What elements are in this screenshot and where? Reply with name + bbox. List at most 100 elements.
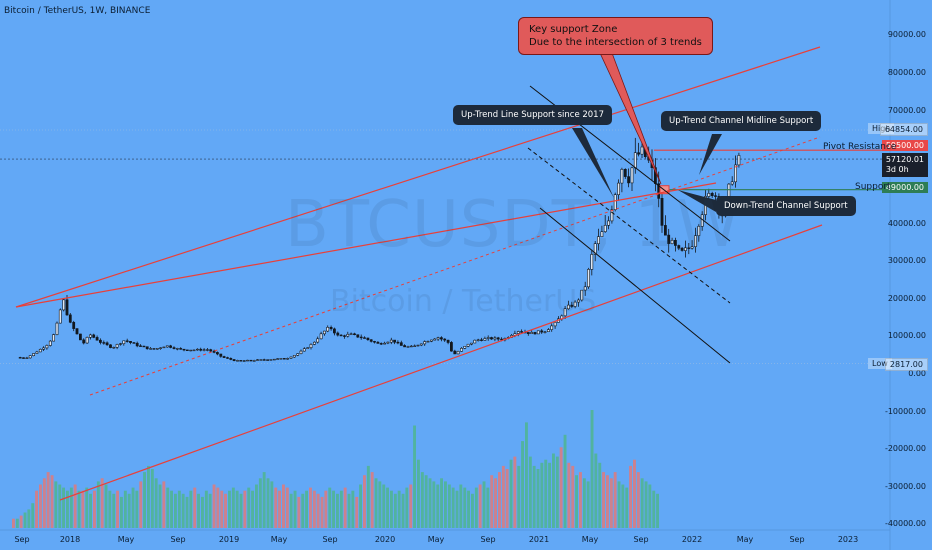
candle — [302, 348, 306, 352]
volume-bar — [339, 490, 343, 528]
volume-bar — [644, 481, 648, 528]
candle — [419, 343, 423, 346]
x-tick-label: May — [270, 535, 288, 544]
volume-bar — [536, 469, 540, 528]
volume-bar — [405, 487, 409, 528]
candle — [476, 339, 480, 341]
volume-bar — [432, 481, 436, 528]
y-tick-label: -30000.00 — [884, 481, 926, 491]
volume-bar — [401, 493, 405, 528]
candle — [386, 341, 390, 344]
candle — [563, 308, 567, 317]
candle — [356, 334, 360, 338]
volume-bar — [459, 484, 463, 528]
candle — [637, 152, 641, 155]
volume-bar — [212, 484, 216, 528]
candle — [526, 332, 530, 334]
candle — [680, 247, 684, 251]
candle — [58, 309, 62, 324]
candle — [486, 337, 490, 339]
candle — [45, 345, 49, 349]
volume-bar — [143, 472, 146, 528]
volume-series — [12, 410, 659, 528]
volume-bar — [116, 490, 119, 528]
candle — [346, 333, 350, 337]
candle — [566, 304, 570, 310]
high-label: High — [868, 123, 895, 134]
candle — [633, 152, 637, 169]
x-tick-label: May — [581, 535, 599, 544]
volume-bar — [174, 493, 177, 528]
y-tick-label: 10000.00 — [887, 331, 926, 341]
volume-bar — [532, 465, 536, 528]
x-tick-label: 2018 — [59, 535, 81, 544]
candle — [212, 350, 216, 353]
candle — [272, 358, 276, 361]
volume-bar — [150, 469, 154, 528]
channel-midline-callout[interactable]: Up-Trend Channel Midline Support — [661, 111, 822, 131]
key-support-zone-callout[interactable]: Key support Zone Due to the intersection… — [518, 17, 713, 55]
candle — [75, 328, 79, 335]
candle — [734, 164, 738, 183]
volume-bar — [571, 465, 575, 528]
volume-bar — [328, 487, 332, 528]
candle — [593, 243, 597, 255]
volume-bar — [513, 456, 517, 528]
candle — [694, 235, 697, 247]
pivot-resistance-label: Pivot Resistance — [823, 142, 897, 152]
candle — [112, 346, 116, 349]
y-tick-label: 30000.00 — [887, 256, 926, 266]
candle — [640, 146, 644, 155]
downtrend-callout[interactable]: Down-Trend Channel Support — [716, 196, 856, 216]
candle — [620, 169, 624, 184]
candle — [226, 357, 229, 359]
candle — [623, 169, 627, 177]
candle — [165, 345, 169, 348]
candle — [292, 354, 296, 358]
volume-bar — [633, 459, 636, 528]
volume-bar — [582, 478, 586, 528]
volume-bar — [474, 487, 478, 528]
volume-bar — [309, 487, 312, 528]
volume-bar — [147, 465, 150, 528]
candle — [603, 225, 607, 233]
volume-bar — [332, 490, 335, 528]
volume-bar — [440, 478, 443, 528]
candle — [663, 225, 667, 236]
volume-bar — [108, 490, 112, 528]
candle — [229, 357, 233, 360]
x-tick-label: 2022 — [681, 535, 703, 544]
candle — [249, 359, 253, 362]
volume-bar — [648, 484, 652, 528]
candle — [677, 245, 681, 249]
volume-bar — [197, 493, 200, 528]
volume-bar — [100, 478, 104, 528]
candle — [206, 349, 209, 351]
candle — [25, 357, 29, 359]
candle — [149, 348, 153, 350]
candle — [490, 337, 493, 340]
volume-bar — [525, 422, 528, 528]
candle — [707, 193, 711, 197]
volume-bar — [567, 462, 571, 528]
volume-bar — [517, 465, 521, 528]
candle — [189, 349, 193, 352]
candle — [38, 348, 42, 353]
volume-bar — [386, 487, 389, 528]
volume-bar — [270, 481, 274, 528]
candle — [690, 246, 694, 249]
y-tick-label: 40000.00 — [887, 218, 926, 228]
volume-bar — [598, 462, 602, 528]
volume-bar — [652, 490, 656, 528]
volume-bar — [23, 512, 27, 528]
candle — [92, 334, 96, 338]
candle — [269, 359, 273, 361]
uptrend-line-callout[interactable]: Up-Trend Line Support since 2017 — [453, 105, 613, 125]
candle — [429, 339, 433, 342]
candle — [132, 342, 136, 344]
candle — [543, 331, 547, 333]
x-tick-label: 2020 — [374, 535, 396, 544]
volume-bar — [594, 453, 598, 528]
